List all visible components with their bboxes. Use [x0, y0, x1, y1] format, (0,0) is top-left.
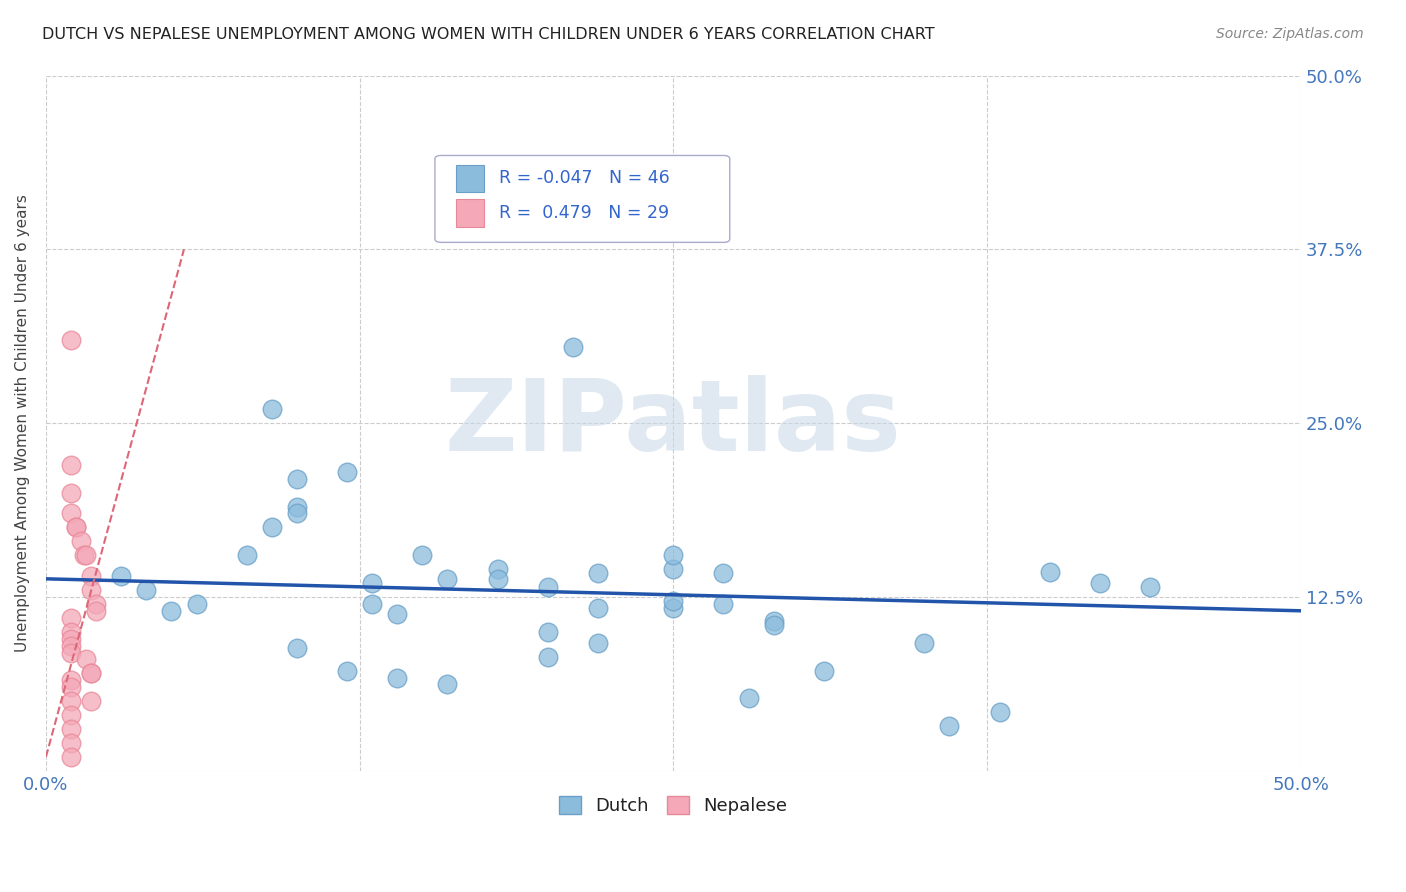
- FancyBboxPatch shape: [457, 199, 484, 227]
- Point: [60, 632, 83, 646]
- Point: [813, 664, 835, 678]
- FancyBboxPatch shape: [434, 155, 730, 243]
- Point: [80, 666, 103, 681]
- Point: [1039, 565, 1062, 579]
- Point: [662, 601, 685, 615]
- Point: [586, 601, 609, 615]
- Point: [186, 597, 208, 611]
- Point: [586, 566, 609, 581]
- Point: [387, 607, 409, 621]
- Point: [762, 614, 785, 628]
- Point: [285, 472, 308, 486]
- Point: [1088, 576, 1111, 591]
- Point: [486, 572, 509, 586]
- Point: [135, 582, 157, 597]
- Point: [285, 641, 308, 656]
- Legend: Dutch, Nepalese: Dutch, Nepalese: [550, 787, 796, 824]
- Point: [762, 617, 785, 632]
- Point: [713, 597, 735, 611]
- FancyBboxPatch shape: [457, 164, 484, 193]
- Point: [486, 562, 509, 576]
- Point: [537, 649, 560, 664]
- Point: [60, 646, 83, 660]
- Point: [586, 636, 609, 650]
- Point: [60, 333, 83, 347]
- Y-axis label: Unemployment Among Women with Children Under 6 years: Unemployment Among Women with Children U…: [15, 194, 30, 652]
- Point: [80, 582, 103, 597]
- Point: [110, 569, 132, 583]
- Point: [713, 566, 735, 581]
- Point: [260, 402, 283, 417]
- Point: [60, 673, 83, 688]
- Point: [336, 664, 359, 678]
- Point: [1139, 580, 1161, 594]
- Point: [938, 719, 960, 733]
- Point: [336, 465, 359, 479]
- Point: [361, 576, 384, 591]
- Point: [60, 680, 83, 694]
- Point: [662, 562, 685, 576]
- Text: R =  0.479   N = 29: R = 0.479 N = 29: [499, 204, 669, 222]
- Point: [737, 691, 759, 706]
- Point: [75, 652, 97, 666]
- Point: [60, 624, 83, 639]
- Text: R = -0.047   N = 46: R = -0.047 N = 46: [499, 169, 669, 187]
- Point: [60, 485, 83, 500]
- Point: [60, 749, 83, 764]
- Point: [60, 722, 83, 736]
- Point: [65, 520, 87, 534]
- Point: [60, 458, 83, 472]
- Point: [662, 548, 685, 562]
- Point: [70, 534, 93, 549]
- Point: [260, 520, 283, 534]
- Point: [285, 507, 308, 521]
- Point: [84, 604, 107, 618]
- Point: [60, 639, 83, 653]
- Point: [80, 666, 103, 681]
- Point: [235, 548, 257, 562]
- Point: [361, 597, 384, 611]
- Point: [436, 572, 458, 586]
- Point: [160, 604, 183, 618]
- Point: [662, 594, 685, 608]
- Point: [285, 500, 308, 514]
- Point: [84, 597, 107, 611]
- Point: [72, 548, 94, 562]
- Point: [436, 677, 458, 691]
- Point: [537, 624, 560, 639]
- Point: [65, 520, 87, 534]
- Point: [912, 636, 935, 650]
- Point: [988, 706, 1011, 720]
- Point: [75, 548, 97, 562]
- Point: [60, 507, 83, 521]
- Point: [411, 548, 433, 562]
- Point: [60, 611, 83, 625]
- Point: [561, 340, 583, 354]
- Point: [80, 569, 103, 583]
- Point: [60, 694, 83, 708]
- Point: [512, 159, 534, 173]
- Text: DUTCH VS NEPALESE UNEMPLOYMENT AMONG WOMEN WITH CHILDREN UNDER 6 YEARS CORRELATI: DUTCH VS NEPALESE UNEMPLOYMENT AMONG WOM…: [42, 27, 935, 42]
- Point: [537, 580, 560, 594]
- Text: Source: ZipAtlas.com: Source: ZipAtlas.com: [1216, 27, 1364, 41]
- Text: ZIPatlas: ZIPatlas: [444, 375, 901, 472]
- Point: [80, 694, 103, 708]
- Point: [60, 736, 83, 750]
- Point: [387, 671, 409, 685]
- Point: [60, 708, 83, 723]
